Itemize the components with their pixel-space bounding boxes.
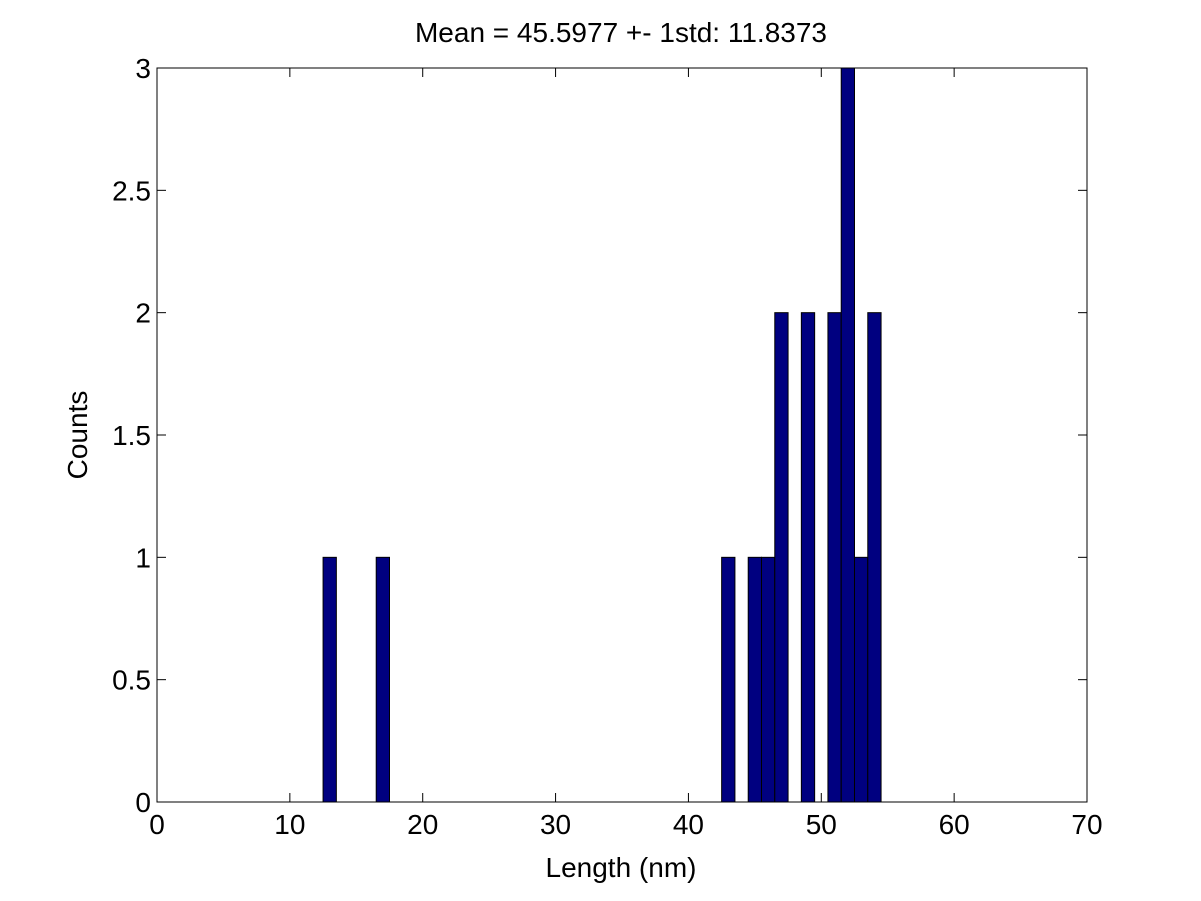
- bars-group: [322, 67, 882, 803]
- histogram-bar: [867, 312, 882, 803]
- histogram-bar: [761, 556, 776, 803]
- x-tick-label: 50: [806, 809, 837, 840]
- y-tick-label: 0.5: [112, 665, 151, 696]
- histogram-bar: [375, 556, 391, 803]
- y-axis-label: Counts: [62, 391, 93, 480]
- y-tick-label: 2.5: [112, 175, 151, 206]
- histogram-bar: [774, 312, 789, 803]
- x-tick-label: 30: [540, 809, 571, 840]
- y-tick-label: 2: [135, 298, 151, 329]
- histogram-bar: [854, 556, 869, 803]
- histogram-bar: [322, 556, 337, 803]
- y-tick-labels: 0 0.5 1 1.5 2 2.5 3: [112, 53, 151, 818]
- histogram-bar: [827, 312, 842, 803]
- y-tick-label: 0: [135, 787, 151, 818]
- x-tick-labels: 0 10 20 30 40 50 60 70: [149, 809, 1102, 840]
- y-tick-label: 3: [135, 53, 151, 84]
- x-tick-label: 70: [1071, 809, 1102, 840]
- histogram-bar: [800, 312, 816, 803]
- histogram-bar: [840, 67, 856, 803]
- x-tick-label: 0: [149, 809, 165, 840]
- x-tick-label: 40: [673, 809, 704, 840]
- histogram-bar: [747, 556, 763, 803]
- x-tick-label: 20: [407, 809, 438, 840]
- y-tick-label: 1.5: [112, 420, 151, 451]
- chart-title: Mean = 45.5977 +- 1std: 11.8373: [415, 17, 827, 48]
- y-tick-label: 1: [135, 542, 151, 573]
- histogram-bar: [721, 556, 736, 803]
- tick-marks: [156, 67, 1088, 803]
- x-tick-label: 10: [274, 809, 305, 840]
- x-tick-label: 60: [939, 809, 970, 840]
- x-axis-label: Length (nm): [546, 852, 697, 883]
